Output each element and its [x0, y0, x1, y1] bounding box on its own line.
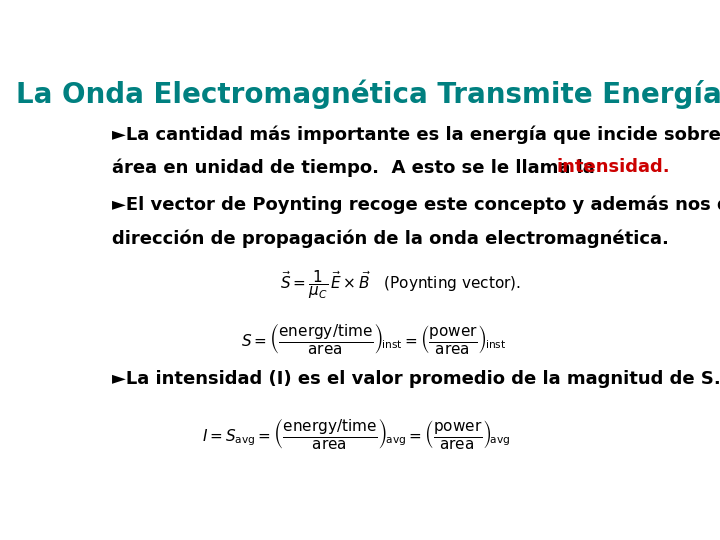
- Text: La Onda Electromagnética Transmite Energía: La Onda Electromagnética Transmite Energ…: [16, 79, 720, 109]
- Text: $I = S_{\mathrm{avg}} = \left(\dfrac{\mathrm{energy / time}}{\mathrm{area}}\righ: $I = S_{\mathrm{avg}} = \left(\dfrac{\ma…: [202, 416, 510, 451]
- Text: ►La intensidad (I) es el valor promedio de la magnitud de S.: ►La intensidad (I) es el valor promedio …: [112, 370, 720, 388]
- Text: ►La cantidad más importante es la energía que incide sobre unidad de: ►La cantidad más importante es la energí…: [112, 125, 720, 144]
- Text: $\vec{S} = \dfrac{1}{\mu_C}\,\vec{E} \times \vec{B}$   (Poynting vector).: $\vec{S} = \dfrac{1}{\mu_C}\,\vec{E} \ti…: [280, 268, 521, 301]
- Text: ►El vector de Poynting recoge este concepto y además nos da la: ►El vector de Poynting recoge este conce…: [112, 196, 720, 214]
- Text: $S = \left(\dfrac{\mathrm{energy / time}}{\mathrm{area}}\right)_{\!\mathrm{inst}: $S = \left(\dfrac{\mathrm{energy / time}…: [240, 321, 506, 355]
- Text: intensidad.: intensidad.: [556, 158, 670, 177]
- Text: área en unidad de tiempo.  A esto se le llama la: área en unidad de tiempo. A esto se le l…: [112, 158, 601, 177]
- Text: dirección de propagación de la onda electromagnética.: dirección de propagación de la onda elec…: [112, 229, 669, 247]
